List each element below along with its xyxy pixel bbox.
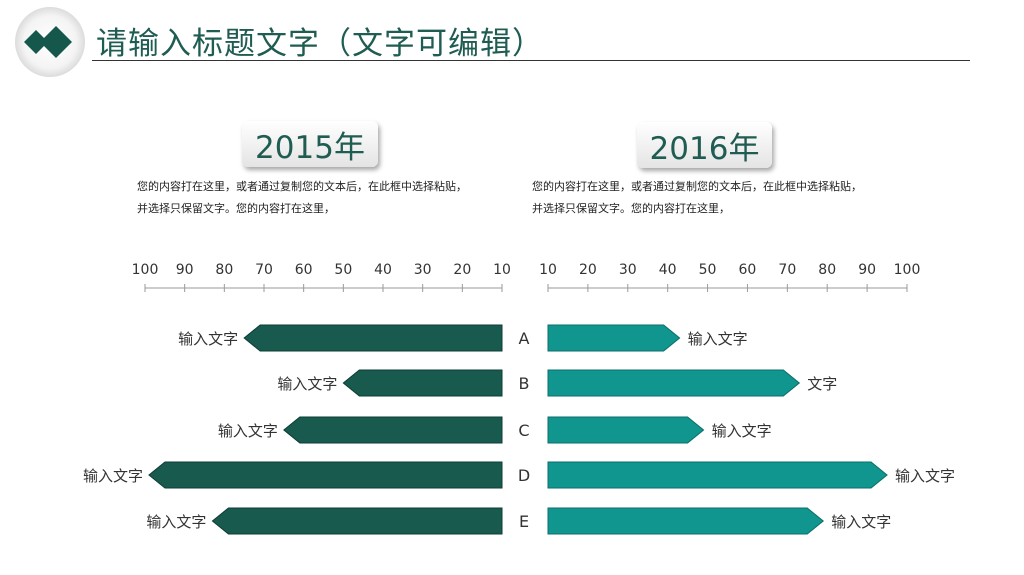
tick-label-left: 30: [414, 262, 432, 278]
bar-2015: [342, 369, 503, 397]
bar-2016: [547, 369, 801, 397]
tick-label-left: 60: [295, 262, 313, 278]
category-label: B: [519, 374, 530, 393]
bar-label-2015: 输入文字: [178, 330, 238, 348]
year-label-2016: 2016年: [637, 122, 772, 168]
description-line: 并选择只保留文字。您的内容打在这里，: [137, 202, 335, 215]
bar-2016: [547, 416, 705, 444]
year-label-2015: 2015年: [242, 121, 378, 167]
tick-label-left: 40: [374, 262, 392, 278]
tick-label-right: 100: [894, 262, 921, 278]
bar-label-2015: 输入文字: [277, 375, 337, 393]
bar-label-2016: 输入文字: [831, 513, 891, 531]
description-line: 并选择只保留文字。您的内容打在这里，: [532, 202, 730, 215]
tick-label-left: 80: [215, 262, 233, 278]
tick-label-left: 90: [176, 262, 194, 278]
bar-label-2016: 文字: [807, 375, 837, 393]
page-title: 请输入标题文字（文字可编辑）: [96, 26, 544, 62]
bar-2015: [243, 324, 503, 352]
tick-label-left: 70: [255, 262, 273, 278]
bar-2015: [283, 416, 503, 444]
bar-label-2016: 输入文字: [895, 467, 955, 485]
tick-label-right: 20: [579, 262, 597, 278]
tick-label-right: 10: [539, 262, 557, 278]
bar-label-2015: 输入文字: [83, 467, 143, 485]
logo-icon: [15, 7, 85, 77]
bar-2016: [547, 461, 888, 489]
tick-label-left: 20: [453, 262, 471, 278]
bar-2016: [547, 324, 681, 352]
tick-label-right: 50: [699, 262, 717, 278]
description-2015: 您的内容打在这里，或者通过复制您的文本后，在此框中选择粘贴， 并选择只保留文字。…: [137, 176, 517, 220]
category-label: C: [518, 421, 529, 440]
category-label: A: [519, 329, 530, 348]
tick-label-right: 80: [818, 262, 836, 278]
tick-label-left: 10: [493, 262, 511, 278]
bar-label-2016: 输入文字: [688, 330, 748, 348]
tick-label-right: 40: [659, 262, 677, 278]
title-divider: [92, 60, 970, 61]
description-line: 您的内容打在这里，或者通过复制您的文本后，在此框中选择粘贴，: [532, 180, 862, 193]
bar-2015: [211, 507, 503, 535]
bar-label-2015: 输入文字: [218, 422, 278, 440]
tick-label-right: 60: [739, 262, 757, 278]
tick-label-left: 50: [334, 262, 352, 278]
category-label: D: [518, 466, 530, 485]
category-label: E: [519, 512, 529, 531]
tick-label-right: 70: [778, 262, 796, 278]
bar-2016: [547, 507, 825, 535]
bar-label-2016: 输入文字: [712, 422, 772, 440]
bar-label-2015: 输入文字: [146, 513, 206, 531]
tick-label-left: 100: [132, 262, 159, 278]
tick-label-right: 30: [619, 262, 637, 278]
description-line: 您的内容打在这里，或者通过复制您的文本后，在此框中选择粘贴，: [137, 180, 467, 193]
tick-label-right: 90: [858, 262, 876, 278]
description-2016: 您的内容打在这里，或者通过复制您的文本后，在此框中选择粘贴， 并选择只保留文字。…: [532, 176, 912, 220]
bar-2015: [148, 461, 503, 489]
